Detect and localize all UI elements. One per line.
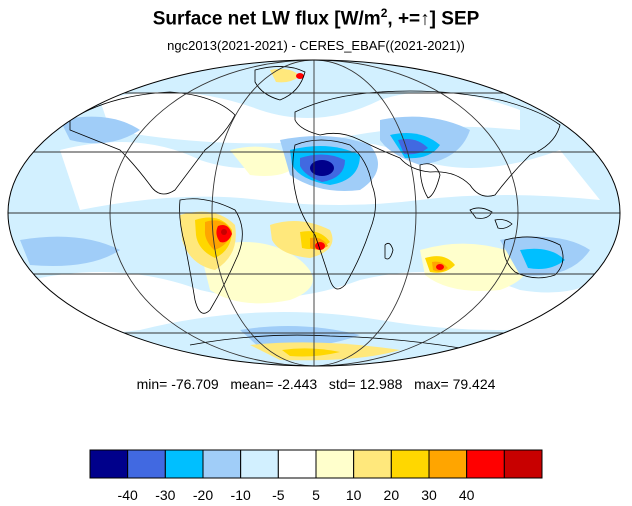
- meridian-60: [211, 60, 417, 366]
- colorbar-swatch: [315, 449, 355, 479]
- colorbar-swatch: [503, 449, 543, 479]
- colorbar-tick-label: -20: [193, 487, 213, 503]
- colorbar-swatch: [202, 449, 242, 479]
- colorbar-tick-label: 40: [459, 487, 475, 503]
- colorbar-tick-label: 30: [421, 487, 437, 503]
- colorbar-swatch: [466, 449, 505, 479]
- colorbar-tick-label: -5: [272, 487, 285, 503]
- colorbar: -40 -30 -20 -10 -5 5 10 20 30 40: [89, 449, 543, 503]
- colorbar-swatch: [353, 449, 392, 479]
- month-label: SEP: [441, 8, 480, 30]
- colorbar-tick-label: 10: [346, 487, 362, 503]
- colorbar-swatch: [240, 449, 279, 479]
- colorbar-tick-label: 5: [312, 487, 320, 503]
- colorbar-tick-label: -30: [155, 487, 175, 503]
- colorbar-tick-label: -40: [118, 487, 138, 503]
- colorbar-swatch: [390, 449, 430, 479]
- plot-title: Surface net LW flux [W/m2, +=↑] SEP: [152, 6, 480, 30]
- up-arrow-icon: ↑: [420, 8, 430, 30]
- std-value: 12.988: [359, 376, 403, 392]
- colorbar-swatch: [127, 449, 166, 479]
- min-value: -76.709: [171, 376, 219, 392]
- colorbar-swatch: [89, 449, 129, 479]
- statistics-line: min= -76.709 mean= -2.443 std= 12.988 ma…: [136, 376, 496, 392]
- colorbar-swatch: [428, 449, 468, 479]
- colorbar-tick-label: -10: [231, 487, 251, 503]
- background-light-blue: [8, 60, 620, 366]
- globe-outline: [7, 59, 621, 367]
- flux-field: [8, 60, 620, 366]
- max-value: 79.424: [452, 376, 496, 392]
- plot-subtitle: ngc2013(2021-2021) - CERES_EBAF((2021-20…: [167, 38, 465, 53]
- mean-value: -2.443: [277, 376, 318, 392]
- meridian-120: [109, 60, 519, 366]
- colorbar-swatch: [164, 449, 204, 479]
- world-map: [7, 59, 621, 367]
- colorbar-swatch: [277, 449, 317, 479]
- colorbar-tick-label: 20: [384, 487, 400, 503]
